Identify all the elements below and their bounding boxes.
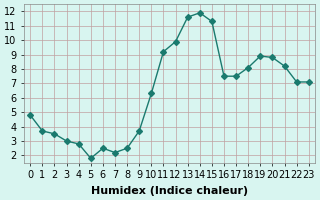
X-axis label: Humidex (Indice chaleur): Humidex (Indice chaleur)	[91, 186, 248, 196]
